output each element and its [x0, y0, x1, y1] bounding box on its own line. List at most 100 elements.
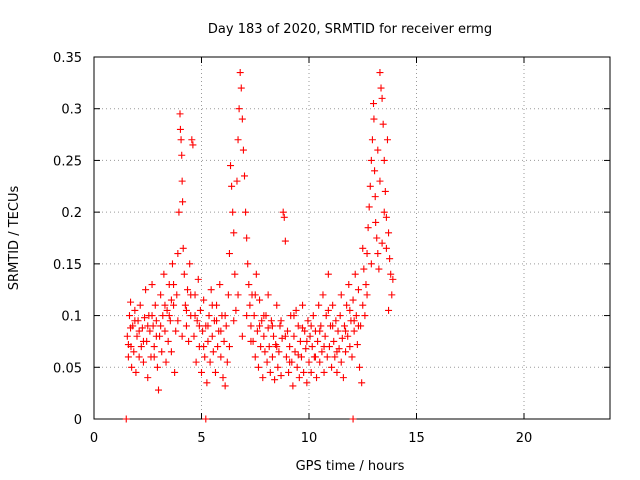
data-point — [135, 327, 143, 335]
data-point — [251, 291, 259, 299]
data-point — [281, 237, 289, 245]
data-point — [130, 348, 138, 356]
data-point — [293, 363, 301, 371]
data-point — [263, 358, 271, 366]
data-point — [164, 337, 172, 345]
data-point — [261, 348, 269, 356]
data-point — [182, 306, 190, 314]
data-point — [371, 167, 379, 175]
grid — [94, 57, 610, 419]
data-point — [136, 301, 144, 309]
data-point — [200, 296, 208, 304]
data-point — [200, 343, 208, 351]
data-point — [144, 322, 152, 330]
data-point — [316, 327, 324, 335]
data-point — [150, 353, 158, 361]
data-point — [151, 301, 159, 309]
x-tick-label: 0 — [90, 431, 98, 446]
data-point — [267, 317, 275, 325]
data-point — [303, 379, 311, 387]
data-point — [232, 306, 240, 314]
data-point — [186, 260, 194, 268]
data-point — [352, 312, 360, 320]
data-point — [273, 343, 281, 351]
data-point — [217, 327, 225, 335]
data-point — [284, 327, 291, 335]
data-point — [123, 332, 131, 340]
data-point — [224, 291, 232, 299]
data-point — [317, 322, 325, 330]
data-point — [225, 250, 233, 258]
data-point — [253, 327, 261, 335]
data-point — [260, 312, 268, 320]
data-point — [286, 358, 294, 366]
data-point — [380, 208, 388, 216]
data-point — [343, 301, 351, 309]
data-point — [320, 368, 328, 376]
data-point — [223, 358, 231, 366]
data-point — [311, 353, 319, 361]
data-point — [382, 244, 390, 252]
data-point — [328, 363, 336, 371]
data-point — [364, 224, 372, 232]
data-point — [160, 270, 168, 278]
data-point — [277, 317, 285, 325]
data-point — [299, 324, 307, 332]
data-point — [383, 136, 391, 144]
data-point — [239, 146, 247, 154]
data-point — [368, 136, 376, 144]
data-point — [127, 298, 135, 306]
data-point — [216, 281, 224, 289]
data-point — [256, 322, 264, 330]
data-point — [199, 327, 207, 335]
data-point — [127, 324, 135, 332]
data-point — [350, 327, 358, 335]
y-tick-label: 0.1 — [61, 310, 82, 325]
data-point — [230, 229, 238, 237]
data-point — [132, 368, 140, 376]
y-tick-label: 0.35 — [53, 51, 82, 66]
x-axis: 0 5 10 15 20 — [90, 57, 532, 446]
data-point — [122, 415, 130, 423]
data-point — [358, 379, 366, 387]
data-point — [372, 218, 380, 226]
data-point — [252, 270, 260, 278]
y-tick-label: 0.3 — [61, 103, 82, 118]
data-point — [359, 301, 367, 309]
data-point — [280, 213, 288, 221]
data-point — [189, 141, 197, 149]
data-point — [231, 270, 239, 278]
data-points — [122, 69, 397, 423]
data-point — [157, 291, 165, 299]
data-point — [222, 322, 230, 330]
data-point — [313, 374, 321, 382]
data-point — [238, 115, 246, 123]
data-point — [247, 337, 255, 345]
data-point — [321, 332, 329, 340]
data-point — [302, 345, 310, 353]
data-point — [338, 334, 346, 342]
data-point — [201, 353, 209, 361]
data-point — [351, 270, 359, 278]
data-point — [373, 234, 381, 242]
data-point — [133, 332, 141, 340]
data-point — [161, 327, 169, 335]
data-point — [167, 296, 175, 304]
data-point — [304, 317, 312, 325]
data-point — [370, 100, 377, 108]
data-point — [339, 374, 347, 382]
data-point — [241, 172, 248, 180]
data-point — [268, 322, 276, 330]
data-point — [266, 368, 274, 376]
data-point — [187, 291, 195, 299]
data-point — [179, 198, 187, 206]
data-point — [157, 322, 165, 330]
data-point — [270, 332, 278, 340]
data-point — [329, 301, 337, 309]
data-point — [333, 348, 341, 356]
data-point — [251, 353, 259, 361]
data-point — [250, 312, 258, 320]
data-point — [234, 291, 242, 299]
data-point — [366, 182, 374, 190]
data-point — [244, 260, 252, 268]
